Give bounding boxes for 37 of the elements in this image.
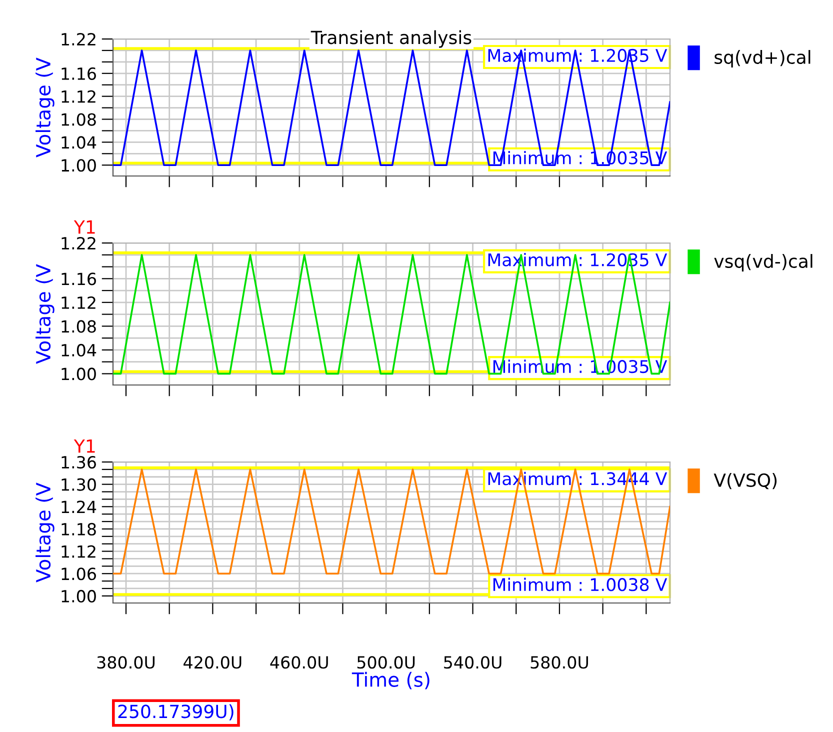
y-tick-label: 1.22	[62, 236, 96, 250]
ref-line-label: Minimum : 1.0038 V	[493, 578, 668, 592]
y-tick-label: 1.12	[62, 90, 96, 103]
y-axis-title: Voltage (V	[36, 58, 54, 158]
y-axis-title: Voltage (V	[36, 264, 54, 364]
legend-label: sq(vd+)cal	[714, 50, 810, 68]
text: 250.17399U)	[118, 704, 234, 720]
y-tick-label: 1.30	[62, 478, 96, 491]
text: Y1	[74, 220, 95, 234]
y-tick-label: 1.08	[62, 113, 96, 126]
y-tick-label: 1.16	[62, 272, 96, 286]
y-tick-label: 1.16	[62, 67, 96, 80]
y-tick-label: 1.18	[62, 522, 96, 536]
y-tick-label: 1.12	[62, 296, 96, 309]
y-tick-label: 1.12	[62, 545, 96, 558]
x-tick-label: 580.0U	[530, 656, 588, 669]
x-tick-label: 500.0U	[357, 656, 415, 669]
y-tick-label: 1.24	[62, 500, 96, 513]
y-tick-label: 1.08	[62, 320, 96, 333]
y-tick-label: 1.00	[62, 159, 96, 172]
legend-label: V(VSQ)	[714, 473, 777, 490]
x-axis-title: Time (s)	[352, 672, 430, 690]
y-tick-label: 1.00	[62, 590, 96, 602]
text: Y1	[74, 439, 95, 453]
y-tick-label: 1.22	[62, 32, 96, 46]
y-tick-label: 1.06	[62, 568, 96, 580]
y-tick-label: 1.04	[62, 344, 96, 357]
y-tick-label: 1.36	[62, 456, 96, 469]
y-tick-label: 1.00	[62, 368, 96, 380]
x-tick-label: 460.0U	[270, 656, 328, 669]
x-tick-label: 420.0U	[184, 656, 242, 669]
legend-label: vsq(vd-)cal	[714, 254, 812, 272]
x-tick-label: 540.0U	[444, 656, 502, 669]
y-axis-title: Voltage (V	[36, 482, 54, 582]
x-tick-label: 380.0U	[97, 656, 155, 669]
chart-title: Transient analysis	[310, 30, 472, 48]
y-tick-label: 1.04	[62, 136, 96, 149]
